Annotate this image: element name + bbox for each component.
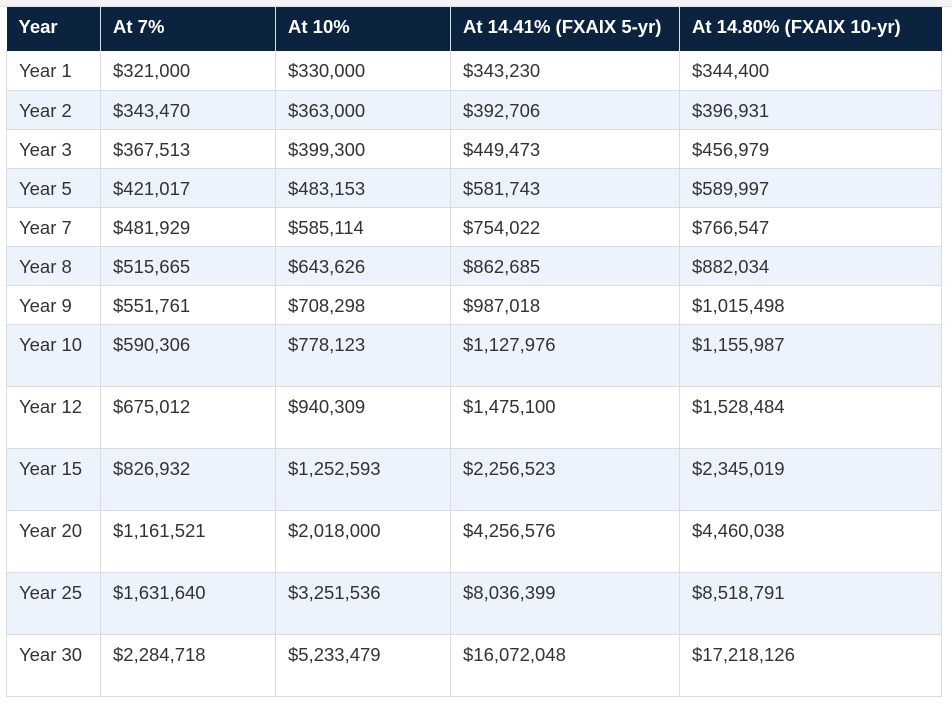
cell-value-10: $1,252,593 xyxy=(275,448,451,511)
cell-year: Year 20 xyxy=(6,510,101,573)
cell-value-7: $590,306 xyxy=(100,324,276,387)
cell-value-10: $399,300 xyxy=(275,129,451,169)
investment-growth-table: Year At 7% At 10% At 14.41% (FXAIX 5-yr)… xyxy=(6,7,942,697)
cell-value-10: $778,123 xyxy=(275,324,451,387)
cell-year: Year 7 xyxy=(6,207,101,247)
cell-value-10: $3,251,536 xyxy=(275,572,451,635)
cell-value-fxaix-10yr: $882,034 xyxy=(679,246,942,286)
cell-value-10: $5,233,479 xyxy=(275,634,451,697)
table-row: Year 15 $826,932 $1,252,593 $2,256,523 $… xyxy=(6,448,942,511)
cell-value-10: $2,018,000 xyxy=(275,510,451,573)
table-row: Year 25 $1,631,640 $3,251,536 $8,036,399… xyxy=(6,572,942,635)
table-row: Year 30 $2,284,718 $5,233,479 $16,072,04… xyxy=(6,634,942,697)
cell-value-fxaix-10yr: $344,400 xyxy=(679,51,942,91)
cell-value-7: $826,932 xyxy=(100,448,276,511)
table-row: Year 7 $481,929 $585,114 $754,022 $766,5… xyxy=(6,207,942,247)
cell-value-fxaix-10yr: $396,931 xyxy=(679,90,942,130)
cell-value-fxaix-10yr: $1,528,484 xyxy=(679,386,942,449)
table-row: Year 3 $367,513 $399,300 $449,473 $456,9… xyxy=(6,129,942,169)
header-rate-fxaix-5yr: At 14.41% (FXAIX 5-yr) xyxy=(450,7,680,51)
cell-value-fxaix-10yr: $1,155,987 xyxy=(679,324,942,387)
table-row: Year 2 $343,470 $363,000 $392,706 $396,9… xyxy=(6,90,942,130)
cell-value-7: $1,161,521 xyxy=(100,510,276,573)
cell-value-7: $1,631,640 xyxy=(100,572,276,635)
cell-value-fxaix-5yr: $16,072,048 xyxy=(450,634,680,697)
cell-value-7: $421,017 xyxy=(100,168,276,208)
cell-value-7: $515,665 xyxy=(100,246,276,286)
cell-value-fxaix-10yr: $17,218,126 xyxy=(679,634,942,697)
page-top-edge xyxy=(0,0,952,7)
cell-value-10: $708,298 xyxy=(275,285,451,325)
header-rate-10: At 10% xyxy=(275,7,451,51)
cell-value-fxaix-5yr: $343,230 xyxy=(450,51,680,91)
cell-value-10: $363,000 xyxy=(275,90,451,130)
cell-year: Year 3 xyxy=(6,129,101,169)
cell-value-fxaix-5yr: $581,743 xyxy=(450,168,680,208)
table-row: Year 8 $515,665 $643,626 $862,685 $882,0… xyxy=(6,246,942,286)
cell-year: Year 5 xyxy=(6,168,101,208)
cell-value-fxaix-10yr: $589,997 xyxy=(679,168,942,208)
cell-value-fxaix-5yr: $1,475,100 xyxy=(450,386,680,449)
cell-value-7: $321,000 xyxy=(100,51,276,91)
cell-value-7: $367,513 xyxy=(100,129,276,169)
cell-value-10: $483,153 xyxy=(275,168,451,208)
table-row: Year 1 $321,000 $330,000 $343,230 $344,4… xyxy=(6,51,942,91)
table-row: Year 9 $551,761 $708,298 $987,018 $1,015… xyxy=(6,285,942,325)
table-body: Year 1 $321,000 $330,000 $343,230 $344,4… xyxy=(6,51,942,697)
table-row: Year 10 $590,306 $778,123 $1,127,976 $1,… xyxy=(6,324,942,387)
cell-value-fxaix-5yr: $4,256,576 xyxy=(450,510,680,573)
cell-year: Year 1 xyxy=(6,51,101,91)
table-row: Year 5 $421,017 $483,153 $581,743 $589,9… xyxy=(6,168,942,208)
cell-value-fxaix-5yr: $1,127,976 xyxy=(450,324,680,387)
cell-year: Year 15 xyxy=(6,448,101,511)
cell-value-fxaix-5yr: $754,022 xyxy=(450,207,680,247)
cell-value-10: $585,114 xyxy=(275,207,451,247)
header-year: Year xyxy=(6,7,101,51)
cell-value-fxaix-10yr: $4,460,038 xyxy=(679,510,942,573)
cell-value-fxaix-10yr: $2,345,019 xyxy=(679,448,942,511)
cell-year: Year 8 xyxy=(6,246,101,286)
header-rate-fxaix-10yr: At 14.80% (FXAIX 10-yr) xyxy=(679,7,942,51)
cell-value-10: $940,309 xyxy=(275,386,451,449)
cell-year: Year 30 xyxy=(6,634,101,697)
cell-value-10: $330,000 xyxy=(275,51,451,91)
cell-value-7: $675,012 xyxy=(100,386,276,449)
header-rate-7: At 7% xyxy=(100,7,276,51)
cell-value-fxaix-5yr: $2,256,523 xyxy=(450,448,680,511)
cell-year: Year 9 xyxy=(6,285,101,325)
cell-year: Year 10 xyxy=(6,324,101,387)
cell-value-fxaix-10yr: $8,518,791 xyxy=(679,572,942,635)
cell-value-fxaix-5yr: $987,018 xyxy=(450,285,680,325)
cell-value-fxaix-10yr: $456,979 xyxy=(679,129,942,169)
cell-value-fxaix-5yr: $862,685 xyxy=(450,246,680,286)
table-header: Year At 7% At 10% At 14.41% (FXAIX 5-yr)… xyxy=(6,7,942,51)
cell-year: Year 25 xyxy=(6,572,101,635)
cell-value-fxaix-5yr: $8,036,399 xyxy=(450,572,680,635)
cell-value-7: $551,761 xyxy=(100,285,276,325)
growth-table-container: Year At 7% At 10% At 14.41% (FXAIX 5-yr)… xyxy=(6,7,942,697)
cell-value-fxaix-10yr: $766,547 xyxy=(679,207,942,247)
cell-value-7: $343,470 xyxy=(100,90,276,130)
cell-value-10: $643,626 xyxy=(275,246,451,286)
cell-year: Year 2 xyxy=(6,90,101,130)
cell-year: Year 12 xyxy=(6,386,101,449)
cell-value-fxaix-10yr: $1,015,498 xyxy=(679,285,942,325)
cell-value-fxaix-5yr: $392,706 xyxy=(450,90,680,130)
cell-value-7: $481,929 xyxy=(100,207,276,247)
table-row: Year 12 $675,012 $940,309 $1,475,100 $1,… xyxy=(6,386,942,449)
header-row: Year At 7% At 10% At 14.41% (FXAIX 5-yr)… xyxy=(6,7,942,51)
table-row: Year 20 $1,161,521 $2,018,000 $4,256,576… xyxy=(6,510,942,573)
cell-value-7: $2,284,718 xyxy=(100,634,276,697)
cell-value-fxaix-5yr: $449,473 xyxy=(450,129,680,169)
